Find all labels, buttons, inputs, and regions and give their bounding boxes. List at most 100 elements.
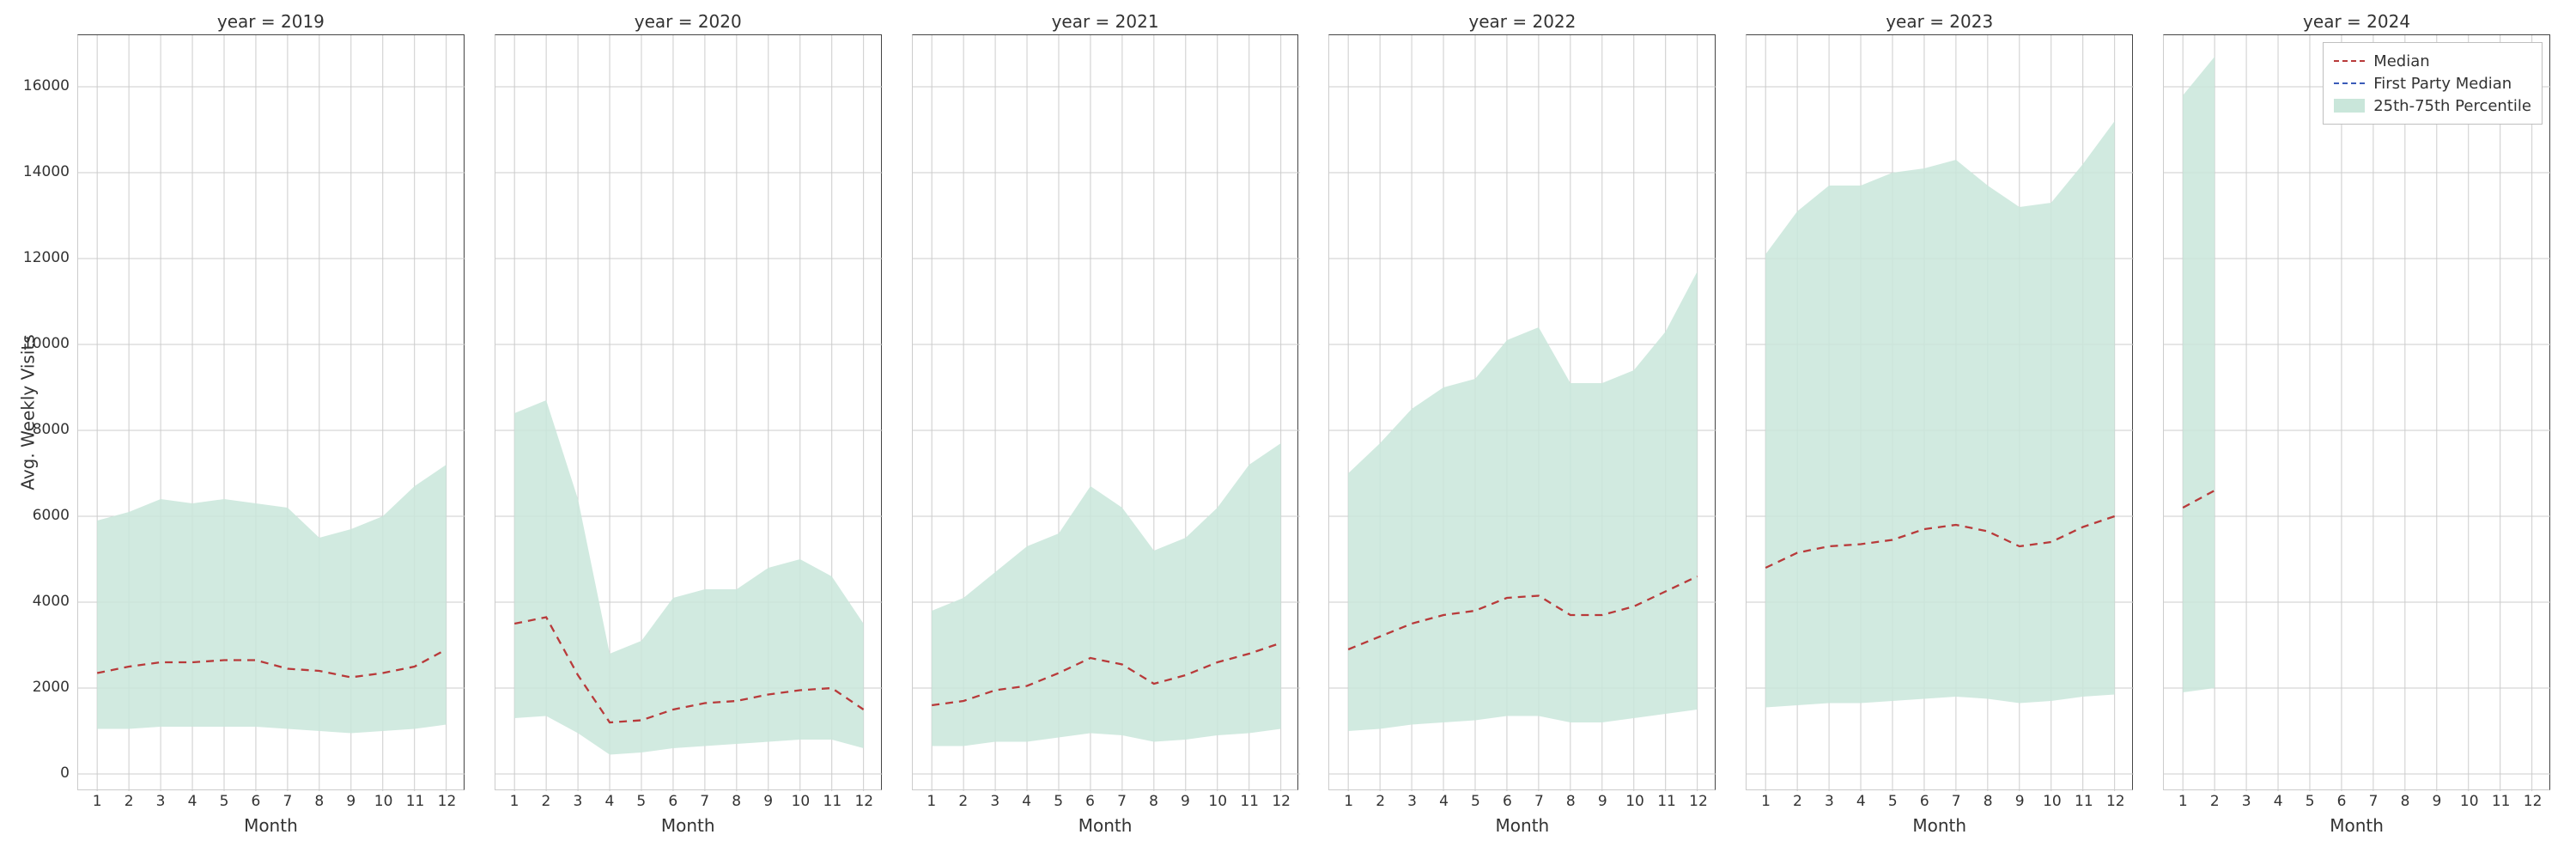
iqr-band — [1349, 271, 1698, 731]
iqr-band — [932, 443, 1280, 746]
x-tick-label: 5 — [216, 793, 233, 810]
legend-swatch-patch — [2334, 99, 2365, 113]
x-axis-label: Month — [2164, 815, 2549, 836]
x-tick-label: 3 — [2238, 793, 2255, 810]
x-tick-label: 9 — [760, 793, 777, 810]
y-tick-label: 6000 — [11, 507, 70, 524]
panel-title: year = 2022 — [1329, 11, 1715, 32]
x-tick-label: 1 — [88, 793, 106, 810]
x-tick-label: 10 — [1625, 793, 1643, 810]
y-tick-label: 16000 — [11, 77, 70, 94]
panel-title: year = 2020 — [495, 11, 881, 32]
x-tick-label: 5 — [1884, 793, 1901, 810]
x-tick-label: 11 — [406, 793, 423, 810]
x-tick-label: 2 — [538, 793, 555, 810]
grid — [2164, 35, 2551, 791]
facet-panel: year = 2019123456789101112Month020004000… — [77, 34, 465, 790]
panel-title: year = 2019 — [78, 11, 464, 32]
x-tick-label: 11 — [2075, 793, 2092, 810]
x-tick-label: 1 — [1757, 793, 1774, 810]
x-tick-label: 1 — [2174, 793, 2191, 810]
x-ticks: 123456789101112 — [1329, 793, 1715, 812]
x-tick-label: 7 — [279, 793, 296, 810]
x-tick-label: 5 — [2301, 793, 2318, 810]
facet-figure: year = 2019123456789101112Month020004000… — [77, 34, 2550, 790]
x-tick-label: 3 — [987, 793, 1004, 810]
panel-title: year = 2023 — [1747, 11, 2132, 32]
x-tick-label: 3 — [1404, 793, 1421, 810]
plot-area — [2164, 35, 2551, 791]
panel-title: year = 2021 — [913, 11, 1298, 32]
x-tick-label: 1 — [1340, 793, 1358, 810]
x-tick-label: 8 — [2397, 793, 2414, 810]
x-tick-label: 3 — [152, 793, 169, 810]
x-tick-label: 10 — [2460, 793, 2477, 810]
y-tick-label: 10000 — [11, 335, 70, 352]
x-tick-label: 10 — [792, 793, 809, 810]
x-tick-label: 2 — [1372, 793, 1389, 810]
x-tick-label: 10 — [2043, 793, 2060, 810]
x-tick-label: 4 — [601, 793, 618, 810]
y-tick-label: 14000 — [11, 163, 70, 180]
legend-label: First Party Median — [2373, 75, 2512, 93]
x-tick-label: 5 — [1050, 793, 1067, 810]
x-tick-label: 12 — [2106, 793, 2123, 810]
plot-area — [1329, 35, 1716, 791]
x-ticks: 123456789101112 — [495, 793, 881, 812]
plot-area — [913, 35, 1300, 791]
y-axis-label-container: Avg. Weekly Visits — [15, 34, 41, 790]
legend-swatch-line — [2334, 82, 2365, 84]
panel-title: year = 2024 — [2164, 11, 2549, 32]
iqr-band — [514, 400, 863, 755]
x-tick-label: 8 — [1979, 793, 1996, 810]
x-tick-label: 12 — [1689, 793, 1706, 810]
x-ticks: 123456789101112 — [1747, 793, 2132, 812]
x-tick-label: 1 — [923, 793, 940, 810]
x-tick-label: 3 — [1820, 793, 1838, 810]
x-tick-label: 4 — [2269, 793, 2287, 810]
legend-item: 25th-75th Percentile — [2334, 94, 2531, 117]
x-tick-label: 3 — [569, 793, 586, 810]
x-tick-label: 11 — [1657, 793, 1674, 810]
facet-panel: year = 2023123456789101112Month — [1746, 34, 2133, 790]
legend-item: First Party Median — [2334, 72, 2531, 94]
x-tick-label: 7 — [696, 793, 714, 810]
x-tick-label: 2 — [120, 793, 137, 810]
facet-panel: year = 2020123456789101112Month — [495, 34, 882, 790]
x-tick-label: 7 — [1530, 793, 1547, 810]
x-tick-label: 11 — [823, 793, 841, 810]
x-tick-label: 10 — [1208, 793, 1225, 810]
x-tick-label: 2 — [1789, 793, 1806, 810]
plot-area — [495, 35, 883, 791]
x-tick-label: 4 — [1436, 793, 1453, 810]
x-tick-label: 8 — [1145, 793, 1163, 810]
x-ticks: 123456789101112 — [78, 793, 464, 812]
x-tick-label: 9 — [2011, 793, 2028, 810]
x-tick-label: 11 — [1240, 793, 1257, 810]
x-tick-label: 9 — [2428, 793, 2445, 810]
x-axis-label: Month — [913, 815, 1298, 836]
x-tick-label: 8 — [311, 793, 328, 810]
y-tick-label: 8000 — [11, 421, 70, 438]
x-axis-label: Month — [1747, 815, 2132, 836]
x-tick-label: 2 — [955, 793, 972, 810]
y-tick-label: 2000 — [11, 679, 70, 696]
x-tick-label: 6 — [1498, 793, 1516, 810]
plot-area — [1747, 35, 2134, 791]
x-ticks: 123456789101112 — [913, 793, 1298, 812]
x-tick-label: 12 — [438, 793, 455, 810]
x-tick-label: 7 — [1947, 793, 1965, 810]
x-axis-label: Month — [78, 815, 464, 836]
iqr-band — [97, 465, 446, 734]
x-tick-label: 8 — [728, 793, 745, 810]
x-tick-label: 4 — [1852, 793, 1869, 810]
legend-label: 25th-75th Percentile — [2373, 97, 2531, 115]
x-tick-label: 11 — [2492, 793, 2509, 810]
legend-item: Median — [2334, 50, 2531, 72]
x-tick-label: 12 — [2524, 793, 2541, 810]
x-tick-label: 8 — [1562, 793, 1579, 810]
x-tick-label: 10 — [374, 793, 392, 810]
y-tick-label: 0 — [11, 765, 70, 782]
iqr-band — [1765, 121, 2114, 708]
x-axis-label: Month — [1329, 815, 1715, 836]
